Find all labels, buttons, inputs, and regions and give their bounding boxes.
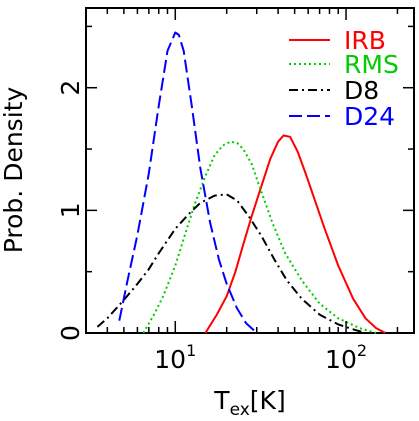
x-axis-label: Tex[K]: [213, 386, 285, 420]
y-tick-label: 2: [56, 80, 85, 96]
legend-label-rms: RMS: [344, 50, 399, 79]
x-axis-label-subscript: ex: [230, 400, 250, 420]
x-tick-label-exponent: 2: [357, 341, 367, 360]
plot-frame: [85, 7, 415, 334]
y-tick-label: 0: [56, 325, 85, 341]
x-tick-label-base: 10: [325, 345, 357, 374]
x-tick-label: 102: [325, 341, 367, 374]
series-line-rms: [142, 140, 377, 334]
x-axis-label-unit: [K]: [250, 386, 286, 415]
y-axis-label: Prob. Density: [0, 87, 28, 254]
x-axis-label-main: T: [213, 386, 230, 415]
x-tick-label-exponent: 1: [186, 341, 196, 360]
series-line-d24: [118, 31, 258, 334]
legend-label-irb: IRB: [344, 26, 386, 55]
curves-group: [96, 31, 386, 334]
legend-label-d24: D24: [344, 102, 395, 131]
y-tick-label: 1: [56, 202, 85, 218]
x-tick-label: 101: [154, 341, 196, 374]
series-line-d8: [96, 193, 366, 334]
x-tick-label-base: 10: [154, 345, 186, 374]
legend-label-d8: D8: [344, 76, 379, 105]
series-line-irb: [204, 134, 386, 334]
